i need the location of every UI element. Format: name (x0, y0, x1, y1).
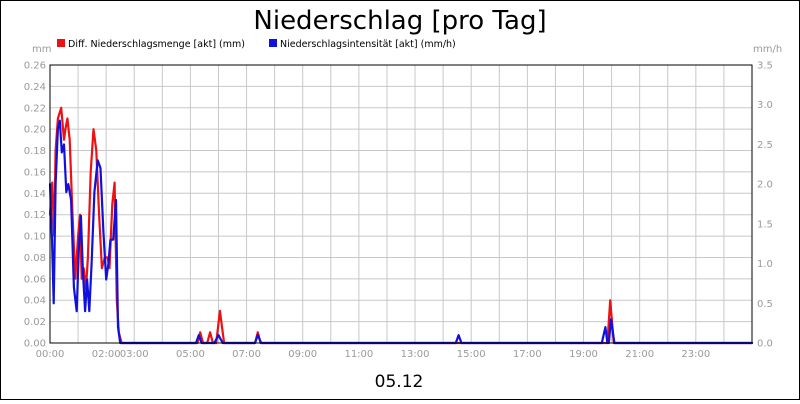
left-tick-label: 0.14 (24, 189, 46, 200)
legend-swatch-blue (269, 39, 277, 47)
left-tick-label: 0.24 (24, 82, 46, 93)
left-tick-label: 0.08 (24, 253, 46, 264)
plot-frame (49, 64, 753, 344)
x-tick-label: 07:00 (232, 349, 261, 360)
left-axis: 0.00 0.02 0.04 0.06 0.08 0.10 0.12 0.14 0.16 0.18… (24, 61, 46, 350)
left-tick-label: 0.04 (24, 296, 46, 307)
right-tick-label: 3.0 (757, 100, 773, 111)
right-tick-label: 0.0 (757, 339, 773, 350)
x-tick-label: 15:00 (457, 349, 486, 360)
legend-swatch-red (57, 39, 65, 47)
left-tick-label: 0.20 (24, 125, 46, 136)
x-tick-label: 19:00 (569, 349, 598, 360)
date-label: 05.12 (375, 372, 424, 392)
x-tick-label: 11:00 (344, 349, 373, 360)
legend: Diff. Niederschlagsmenge [akt] (mm) Nied… (57, 39, 456, 50)
left-tick-label: 0.26 (24, 61, 46, 72)
right-axis: 0.0 0.5 1.0 1.5 2.0 2.5 3.0 3.5 (757, 61, 773, 350)
left-tick-label: 0.06 (24, 274, 46, 285)
x-tick-label: 23:00 (681, 349, 710, 360)
left-axis-unit: mm (32, 44, 51, 55)
left-tick-label: 0.12 (24, 210, 46, 221)
x-tick-label: 21:00 (625, 349, 654, 360)
left-tick-label: 0.22 (24, 103, 46, 114)
legend-label: Diff. Niederschlagsmenge [akt] (mm) (68, 39, 245, 50)
right-tick-label: 0.5 (757, 299, 773, 310)
chart-title: Niederschlag [pro Tag] (253, 6, 546, 36)
series-line-precip-intensity (48, 119, 754, 345)
x-tick-label: 09:00 (288, 349, 317, 360)
right-tick-label: 1.0 (757, 259, 773, 270)
right-tick-label: 1.5 (757, 219, 773, 230)
x-tick-label: 02:00 (92, 349, 121, 360)
right-tick-label: 2.0 (757, 180, 773, 191)
left-tick-label: 0.02 (24, 317, 46, 328)
right-tick-label: 2.5 (757, 140, 773, 151)
left-tick-label: 0.16 (24, 167, 46, 178)
series-layer (48, 106, 754, 345)
legend-item-precip-amount: Diff. Niederschlagsmenge [akt] (mm) (57, 39, 245, 50)
legend-item-precip-intensity: Niederschlagsintensität [akt] (mm/h) (269, 39, 456, 50)
series-line-precip-amount (48, 106, 754, 345)
x-axis: 00:00 02:00 03:00 05:00 07:00 09:00 11:00 13:00… (36, 349, 711, 360)
x-tick-label: 17:00 (513, 349, 542, 360)
left-tick-label: 0.18 (24, 146, 46, 157)
right-tick-label: 3.5 (757, 61, 773, 72)
x-tick-label: 05:00 (176, 349, 205, 360)
left-tick-label: 0.10 (24, 232, 46, 243)
right-axis-unit: mm/h (753, 44, 782, 55)
legend-label: Niederschlagsintensität [akt] (mm/h) (280, 39, 456, 50)
x-tick-label: 00:00 (36, 349, 65, 360)
x-tick-label: 03:00 (120, 349, 149, 360)
left-tick-label: 0.00 (24, 339, 46, 350)
x-tick-label: 13:00 (401, 349, 430, 360)
grid (49, 64, 753, 344)
